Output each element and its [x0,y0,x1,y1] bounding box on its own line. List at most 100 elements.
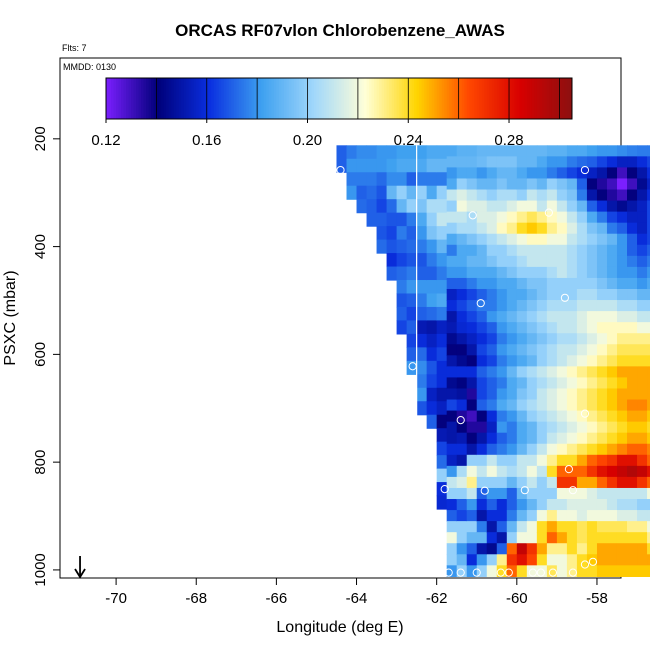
heatmap-cell [616,432,628,445]
heatmap-cell [566,476,578,489]
heatmap-cell [516,211,528,224]
colorbar-segment [549,78,553,119]
heatmap-cell [416,212,428,227]
heatmap-cell [506,277,518,290]
heatmap-cell [456,487,468,500]
heatmap-cell [627,156,638,168]
colorbar-segment [136,78,140,119]
heatmap-cell [496,288,508,301]
colorbar-segment [258,78,262,119]
heatmap-cell [456,333,468,345]
heatmap-cell [536,454,548,467]
colorbar-segment [296,78,300,119]
heatmap-cell [546,432,558,445]
colorbar-segment [146,78,150,119]
colorbar-segment [424,78,428,119]
colorbar-segment [313,78,317,119]
heatmap-cell [556,377,568,390]
x-tick-label: -64 [346,590,368,607]
colorbar-segment [266,78,270,119]
heatmap-cell [647,233,650,246]
heatmap-cell [606,178,618,191]
colorbar-segment [451,78,455,119]
colorbar-segment [504,78,508,119]
heatmap-cell [486,454,498,467]
heatmap-cell [526,410,538,423]
heatmap-cell [516,255,528,268]
heatmap-cell [426,333,438,348]
heatmap-cell [476,443,488,456]
heatmap-cell [586,432,598,445]
heatmap-cell [596,233,608,246]
heatmap-cell [436,280,448,295]
heatmap-cell [606,554,618,566]
colorbar-segment [439,78,443,119]
heatmap-cell [456,432,468,445]
heatmap-cell [486,465,498,478]
heatmap-cell [647,388,650,401]
heatmap-cell [627,322,638,334]
heatmap-cell [606,288,618,301]
heatmap-cell [576,156,588,168]
heatmap-cell [446,399,458,412]
heatmap-cell [446,189,458,202]
heatmap-cell [426,185,438,200]
colorbar-segment [126,78,130,119]
heatmap-cell [586,510,598,522]
heatmap-cell [637,366,648,379]
heatmap-cell [486,311,498,323]
heatmap-cell [637,476,648,489]
colorbar-segment [211,78,215,119]
heatmap-cell [637,554,648,566]
heatmap-cell [647,322,650,334]
x-axis-label: Longitude (deg E) [276,619,403,636]
heatmap-cell [476,189,488,202]
colorbar-segment [283,78,287,119]
heatmap-cell [566,399,578,412]
heatmap-cell [396,280,408,295]
heatmap-cell [647,377,650,390]
heatmap-cell [496,222,508,235]
heatmap-cell [586,178,598,191]
colorbar-segment [228,78,232,119]
heatmap-cell [376,145,388,160]
heatmap-cell [396,239,408,254]
heatmap-cell [476,499,488,511]
heatmap-cell [456,377,468,390]
heatmap-cell [496,322,508,334]
heatmap-cell [476,244,488,257]
heatmap-cell [556,465,568,478]
heatmap-cell [506,211,518,224]
heatmap-cell [606,476,618,489]
heatmap-cell [396,320,408,335]
heatmap-cell [637,344,648,356]
heatmap-cell [576,355,588,367]
heatmap-cell [526,388,538,401]
heatmap-cell [637,543,648,555]
heatmap-cell [576,565,588,577]
heatmap-cell [476,288,488,301]
heatmap-cell [606,167,618,180]
heatmap-cell [637,200,648,213]
heatmap-cell [436,387,448,402]
heatmap-cell [637,244,648,257]
heatmap-cell [546,476,558,489]
heatmap-cell [416,360,428,375]
heatmap-cell [406,172,418,187]
colorbar-segment [519,78,523,119]
heatmap-cell [627,532,638,544]
heatmap-cell [526,233,538,246]
heatmap-cell [526,510,538,522]
heatmap-cell [566,222,578,235]
heatmap-cell [446,255,458,268]
heatmap-cell [466,333,478,345]
sample-point [580,560,590,569]
heatmap-cell [616,200,628,213]
heatmap-cell [546,454,558,467]
heatmap-cell [647,465,650,478]
heatmap-cell [586,211,598,224]
heatmap-cell [647,366,650,379]
heatmap-cell [506,388,518,401]
heatmap-cell [596,543,608,555]
heatmap-cell [526,543,538,555]
